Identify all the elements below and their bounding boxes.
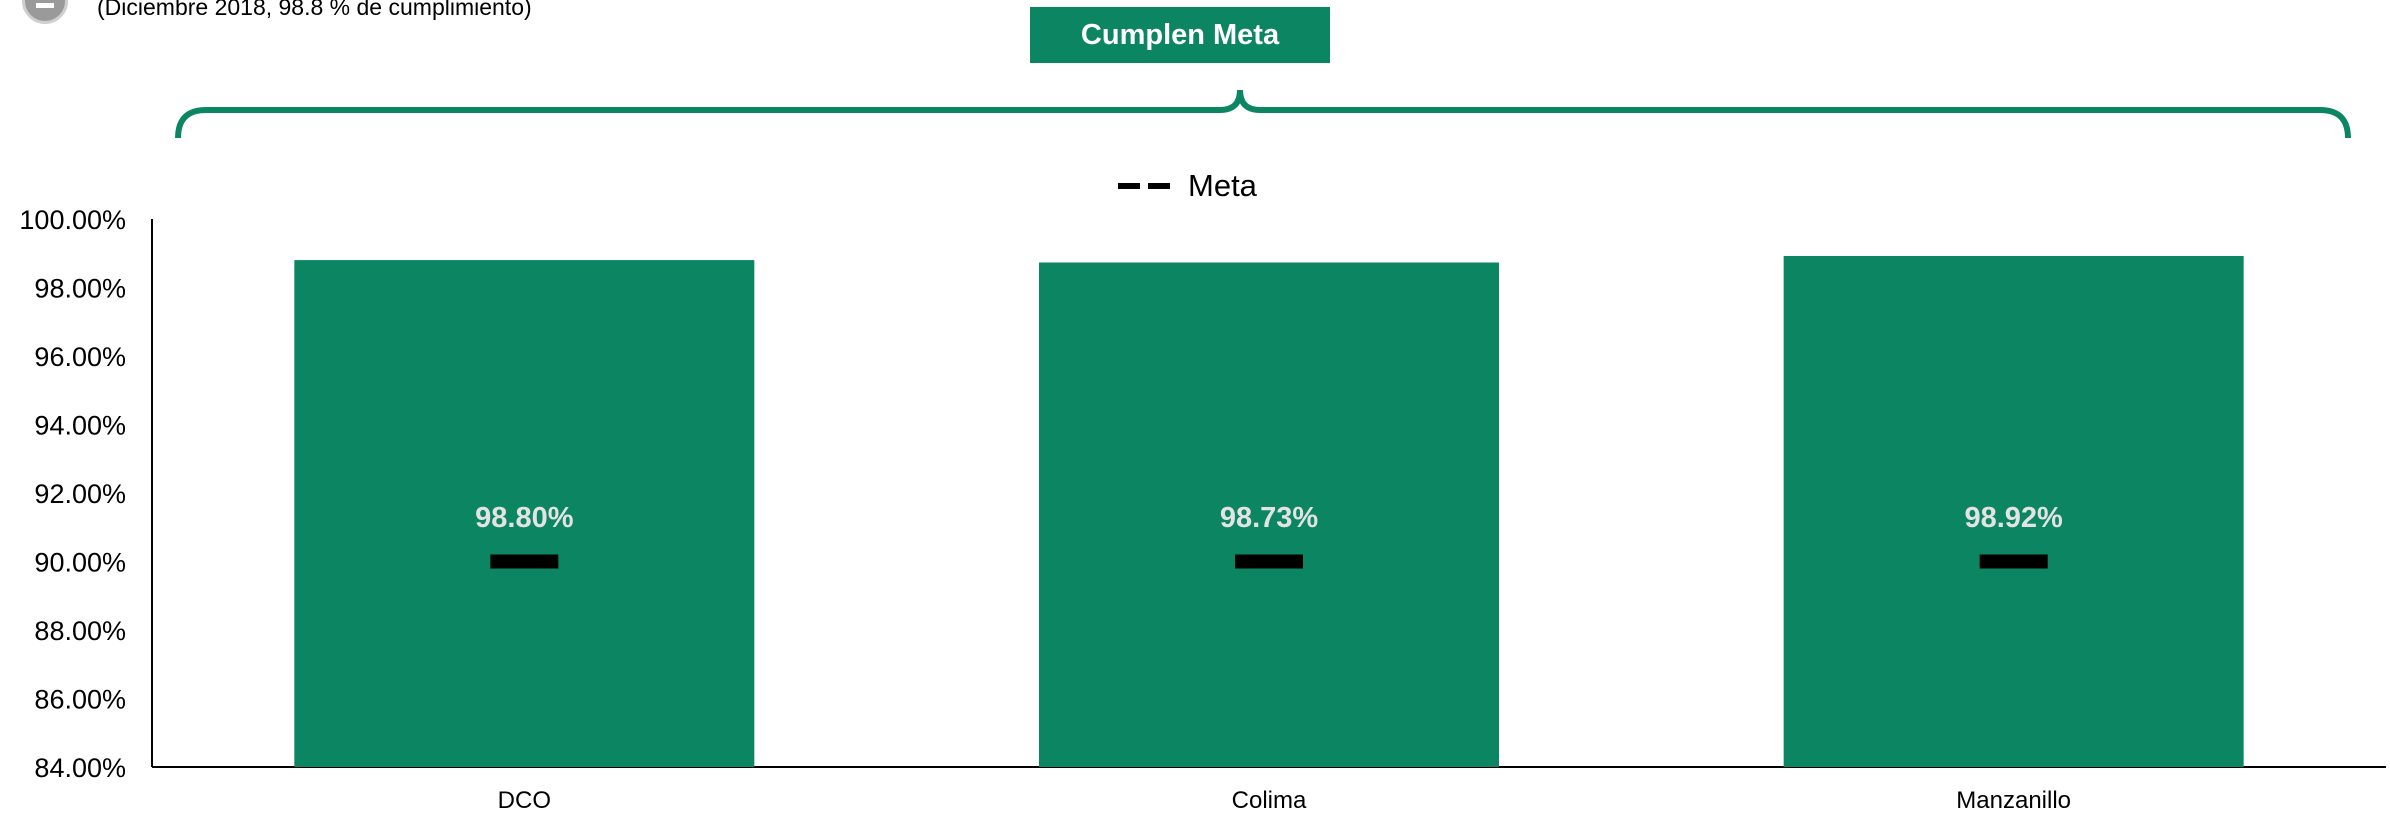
chart-subtitle: (Diciembre 2018, 98.8 % de cumplimiento) — [97, 0, 532, 20]
y-tick-label: 86.00% — [34, 685, 126, 715]
y-tick-label: 96.00% — [34, 342, 126, 372]
meta-dash-icon — [1118, 183, 1170, 189]
meta-marker — [1979, 554, 2048, 569]
bar — [294, 260, 755, 767]
data-label: 98.80% — [475, 502, 574, 534]
x-tick-label: Colima — [1232, 787, 1307, 814]
meta-marker — [1235, 554, 1303, 569]
y-tick-label: 92.00% — [34, 479, 126, 509]
chart-legend: Meta — [1118, 166, 1257, 206]
meta-marker — [490, 554, 559, 569]
y-tick-label: 98.00% — [34, 274, 126, 304]
data-label: 98.92% — [1964, 502, 2063, 534]
x-tick-label: Manzanillo — [1956, 787, 2071, 814]
data-label: 98.73% — [1220, 502, 1319, 534]
y-tick-label: 88.00% — [34, 616, 126, 646]
y-tick-label: 94.00% — [34, 411, 126, 441]
bar — [1783, 255, 2244, 768]
goal-brace — [175, 89, 2351, 139]
bar — [1039, 262, 1499, 767]
goal-status-box: Cumplen Meta — [1030, 7, 1330, 63]
legend-label-meta: Meta — [1188, 168, 1257, 203]
x-tick-label: DCO — [498, 787, 551, 814]
y-tick-label: 90.00% — [34, 548, 126, 578]
y-tick-label: 100.00% — [19, 205, 126, 235]
y-tick-label: 84.00% — [34, 753, 126, 783]
